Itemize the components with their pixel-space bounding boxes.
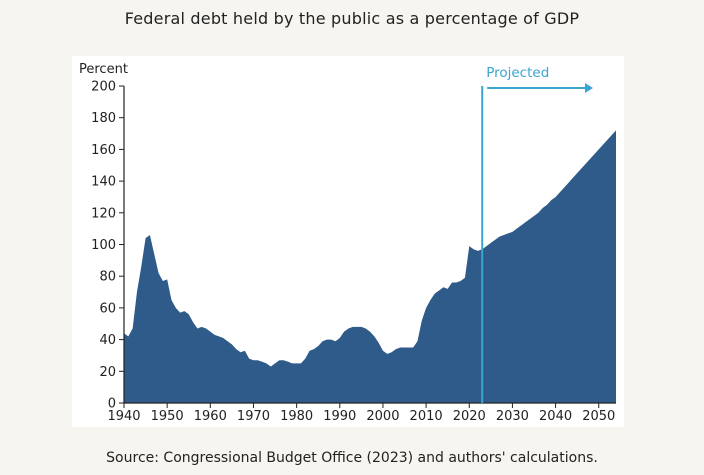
y-tick-label: 40 [99, 333, 116, 348]
x-tick-label: 2040 [539, 409, 572, 424]
x-tick-label: 1980 [280, 409, 313, 424]
x-tick-label: 1970 [237, 409, 270, 424]
x-tick-label: 1950 [151, 409, 184, 424]
projection-arrow-head [585, 83, 593, 93]
y-tick-label: 20 [99, 365, 116, 380]
chart-title: Federal debt held by the public as a per… [124, 9, 580, 28]
y-tick-label: 120 [91, 206, 116, 221]
debt-area-series [124, 130, 616, 403]
x-tick-label: 2010 [410, 409, 443, 424]
x-tick-label: 2020 [453, 409, 486, 424]
y-tick-label: 180 [91, 111, 116, 126]
x-tick-label: 2050 [582, 409, 615, 424]
y-tick-label: 60 [99, 301, 116, 316]
y-tick-label: 160 [91, 143, 116, 158]
y-axis-title: Percent [79, 62, 128, 77]
y-tick-label: 80 [99, 270, 116, 285]
source-note: Source: Congressional Budget Office (202… [106, 450, 598, 466]
y-tick-label: 100 [91, 238, 116, 253]
x-tick-label: 2030 [496, 409, 529, 424]
y-tick-label: 0 [108, 397, 116, 412]
x-tick-label: 1990 [323, 409, 356, 424]
x-tick-label: 1940 [107, 409, 140, 424]
x-tick-label: 1960 [194, 409, 227, 424]
y-tick-label: 200 [91, 80, 116, 95]
projected-label: Projected [486, 65, 549, 81]
y-tick-label: 140 [91, 175, 116, 190]
x-tick-label: 2000 [366, 409, 399, 424]
